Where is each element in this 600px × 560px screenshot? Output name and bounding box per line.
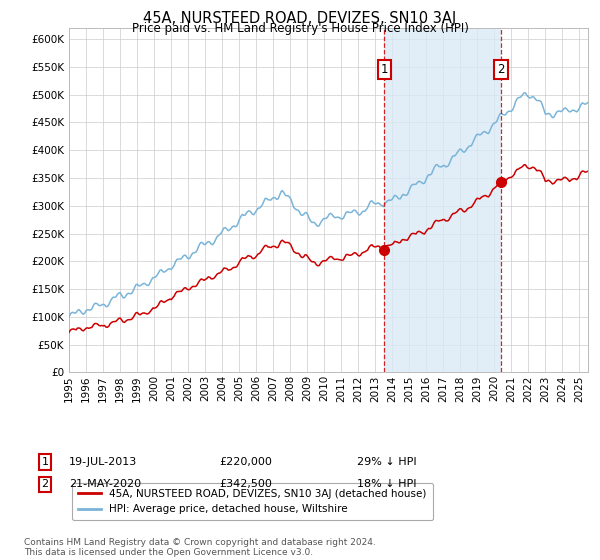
- Text: 1: 1: [381, 63, 388, 76]
- Text: 2: 2: [497, 63, 505, 76]
- Text: 21-MAY-2020: 21-MAY-2020: [69, 479, 141, 489]
- Text: 29% ↓ HPI: 29% ↓ HPI: [357, 457, 416, 467]
- Legend: 45A, NURSTEED ROAD, DEVIZES, SN10 3AJ (detached house), HPI: Average price, deta: 45A, NURSTEED ROAD, DEVIZES, SN10 3AJ (d…: [71, 483, 433, 520]
- Bar: [385, 28, 501, 372]
- Text: 19-JUL-2013: 19-JUL-2013: [69, 457, 137, 467]
- Text: Contains HM Land Registry data © Crown copyright and database right 2024.
This d: Contains HM Land Registry data © Crown c…: [24, 538, 376, 557]
- Text: 2: 2: [41, 479, 49, 489]
- Text: Price paid vs. HM Land Registry's House Price Index (HPI): Price paid vs. HM Land Registry's House …: [131, 22, 469, 35]
- Text: £220,000: £220,000: [219, 457, 272, 467]
- Text: 1: 1: [41, 457, 49, 467]
- Text: £342,500: £342,500: [219, 479, 272, 489]
- Text: 18% ↓ HPI: 18% ↓ HPI: [357, 479, 416, 489]
- Text: 45A, NURSTEED ROAD, DEVIZES, SN10 3AJ: 45A, NURSTEED ROAD, DEVIZES, SN10 3AJ: [143, 11, 457, 26]
